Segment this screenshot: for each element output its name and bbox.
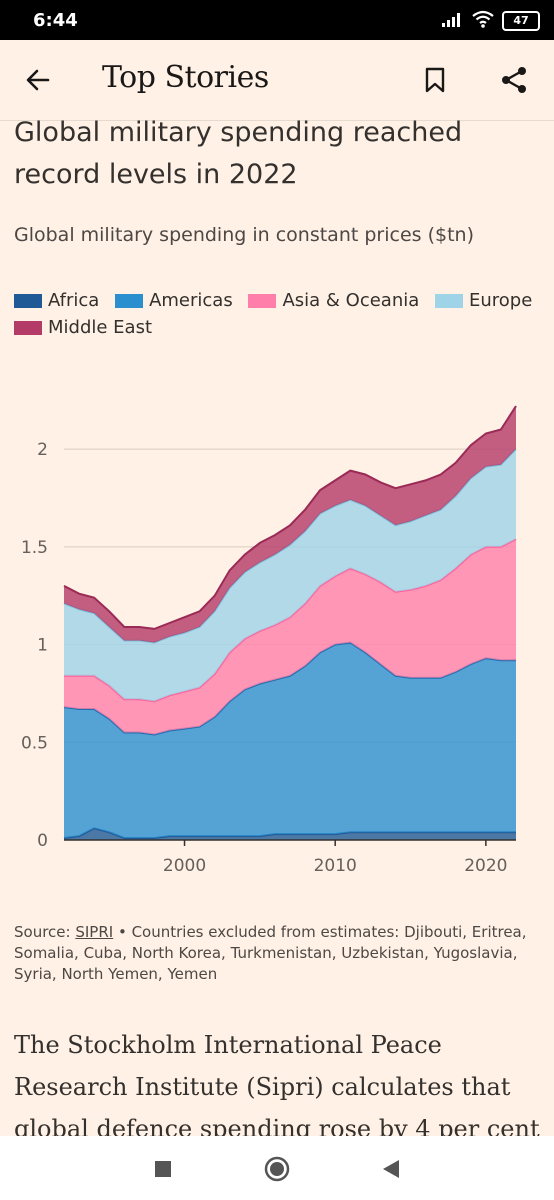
chart-areas <box>63 405 517 840</box>
page-title: Top Stories <box>102 60 269 95</box>
square-icon <box>155 1161 171 1177</box>
y-tick-label: 0.5 <box>21 733 48 753</box>
legend-item-americas: Americas <box>115 290 233 311</box>
source-note: • Countries excluded from estimates: Dji… <box>14 923 527 983</box>
chart-subtitle: Global military spending in constant pri… <box>14 224 474 246</box>
legend-item-middle-east: Middle East <box>14 317 152 338</box>
source-prefix: Source: <box>14 923 76 941</box>
triangle-back-icon <box>383 1160 399 1178</box>
legend-item-europe: Europe <box>435 290 532 311</box>
legend-label-asia-oceania: Asia & Oceania <box>282 290 420 311</box>
app-bar: Top Stories <box>0 40 554 121</box>
status-icons: 47 <box>442 10 540 32</box>
area-middle-east <box>64 406 516 643</box>
battery-icon: 47 <box>502 11 540 31</box>
home-button[interactable] <box>262 1154 292 1184</box>
chart-axes: 0 0.5 1 1.5 2 2000 2010 2020 <box>21 440 516 876</box>
back-button[interactable] <box>20 62 56 98</box>
chart-legend: Africa Americas Asia & Oceania Europe Mi… <box>14 290 544 344</box>
x-tick-label: 2000 <box>163 856 206 876</box>
circle-icon <box>264 1156 290 1182</box>
back-nav-button[interactable] <box>376 1154 406 1184</box>
source-link[interactable]: SIPRI <box>75 923 114 941</box>
y-tick-label: 0 <box>37 831 48 851</box>
share-button[interactable] <box>496 62 532 98</box>
legend-label-middle-east: Middle East <box>48 317 153 338</box>
legend-item-africa: Africa <box>14 290 99 311</box>
system-nav-bar <box>0 1136 554 1200</box>
legend-label-americas: Americas <box>149 290 233 311</box>
recents-button[interactable] <box>148 1154 178 1184</box>
legend-label-europe: Europe <box>469 290 533 311</box>
bookmark-button[interactable] <box>417 62 453 98</box>
legend-swatch-europe <box>435 293 463 308</box>
stacked-area-chart: 0 0.5 1 1.5 2 2000 2010 2020 <box>21 405 517 876</box>
bookmark-icon <box>425 67 445 93</box>
x-tick-label: 2010 <box>314 856 357 876</box>
legend-swatch-asia-oceania <box>248 293 277 308</box>
signal-icon <box>442 11 464 31</box>
back-arrow-icon <box>26 69 50 91</box>
legend-swatch-americas <box>115 293 144 308</box>
y-tick-label: 1 <box>37 636 48 656</box>
legend-item-asia-oceania: Asia & Oceania <box>248 290 419 311</box>
status-bar: 6:44 47 <box>0 0 554 40</box>
area-europe <box>64 449 516 702</box>
x-tick-label: 2020 <box>464 856 507 876</box>
article-body: The Stockholm International Peace Resear… <box>14 1031 540 1138</box>
chart-source: Source: SIPRI • Countries excluded from … <box>14 922 544 985</box>
share-icon <box>502 67 526 93</box>
y-tick-label: 2 <box>37 440 48 460</box>
wifi-icon <box>472 10 494 32</box>
legend-swatch-middle-east <box>14 320 42 335</box>
legend-swatch-africa <box>14 293 42 308</box>
legend-label-africa: Africa <box>48 290 100 311</box>
y-tick-label: 1.5 <box>21 538 48 558</box>
status-time: 6:44 <box>33 10 78 31</box>
series-line-middle-east <box>63 405 517 630</box>
area-asia-oceania <box>64 539 516 735</box>
article-headline: Global military spending reached record … <box>14 117 463 190</box>
area-americas <box>64 642 516 838</box>
